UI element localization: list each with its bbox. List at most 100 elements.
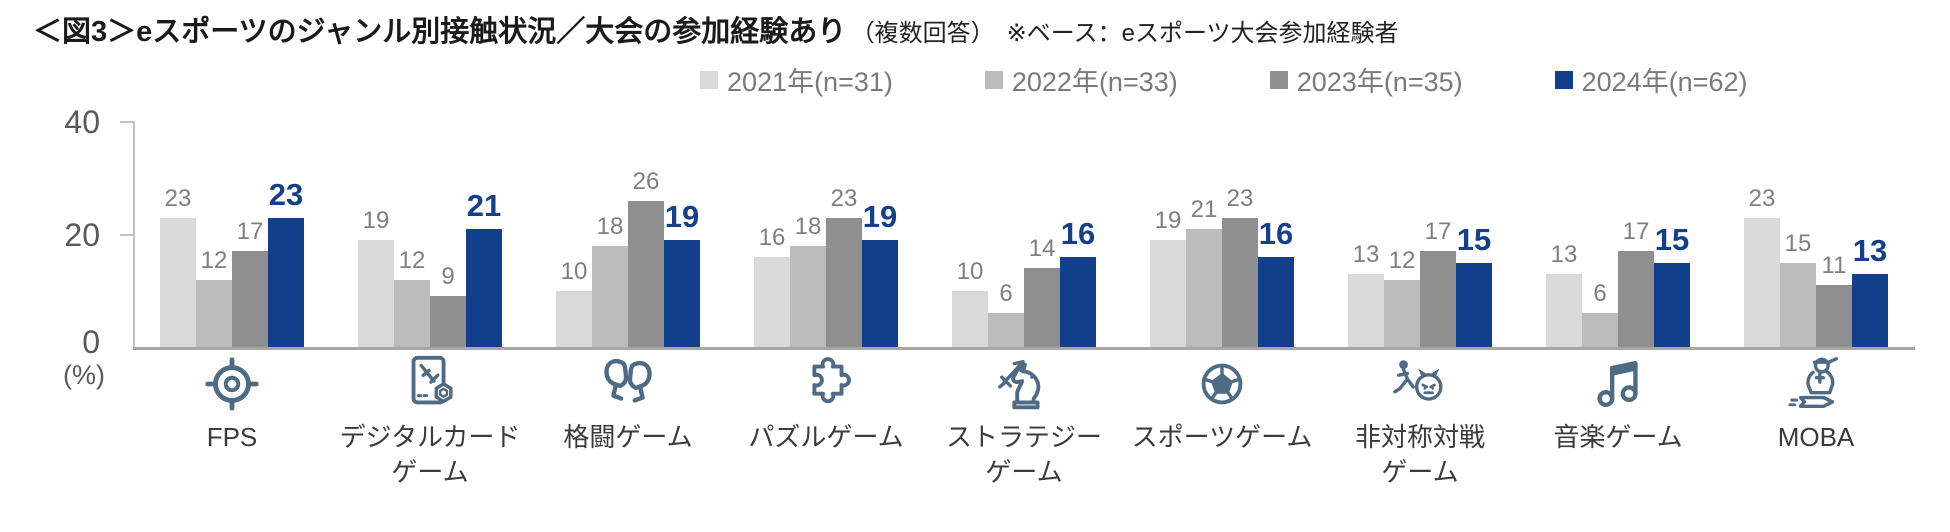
bar-2021-FPS	[160, 217, 196, 347]
bar-slot: 12	[1384, 115, 1420, 347]
soccer-ball-icon	[1150, 352, 1294, 416]
bar-2021-非対称対戦ゲーム	[1348, 273, 1384, 347]
bar-slot: 16	[754, 115, 790, 347]
category-label-2: デジタルカード ゲーム	[340, 420, 521, 490]
x-axis-line	[133, 347, 1915, 350]
chess-knight-sword-icon	[952, 352, 1096, 416]
bar-2021-デジタルカードゲーム	[358, 240, 394, 347]
crosshair-icon	[160, 352, 304, 416]
bar-slot: 15	[1780, 115, 1816, 347]
chart-title-note: （複数回答） ※ベース：eスポーツ大会参加経験者	[850, 20, 1399, 47]
category-labels-row: FPS デジタルカード ゲーム 格闘ゲーム パズルゲーム ストラテジー ゲーム スポーツゲーム…	[160, 420, 1888, 490]
bar-slot: 11	[1816, 115, 1852, 347]
plot-area: 23 12 17 23 19 12 9 21 10 18 26 19 16 18 23 19 10 6 14 16 19…	[160, 115, 1888, 347]
bar-slot: 12	[196, 115, 232, 347]
bar-value-label-2024: 13	[1852, 232, 1888, 268]
bar-value-label-2024: 15	[1654, 221, 1690, 257]
category-label-line: パズルゲーム	[748, 422, 904, 452]
soldier-rocket-icon	[1744, 352, 1888, 416]
bar-slot: 23	[1222, 115, 1258, 347]
bar-value-label-2021: 10	[560, 257, 588, 285]
bar-2024-FPS	[268, 217, 304, 347]
bar-value-label-2021: 19	[362, 207, 390, 235]
bar-value-label-2023: 23	[1226, 184, 1254, 212]
bar-2023-MOBA	[1816, 285, 1852, 347]
legend-item-2024: 2024年(n=62)	[1554, 60, 1748, 99]
bar-2023-FPS	[232, 251, 268, 347]
category-label-line: 格闘ゲーム	[563, 422, 693, 452]
bar-slot: 13	[1348, 115, 1384, 347]
bar-slot: 19	[664, 115, 700, 347]
bar-value-label-2023: 26	[632, 167, 660, 195]
bar-value-label-2024: 19	[862, 199, 898, 235]
legend-label: 2024年(n=62)	[1581, 67, 1748, 97]
bar-value-label-2022: 6	[999, 280, 1013, 308]
bar-value-label-2023: 17	[236, 218, 264, 246]
category-label-5: ストラテジー ゲーム	[946, 420, 1102, 490]
bar-slot: 23	[160, 115, 196, 347]
category-label-line: FPS	[206, 422, 258, 452]
bar-value-label-2021: 23	[164, 184, 192, 212]
category-label-line: 音楽ゲーム	[1553, 422, 1683, 452]
bar-slot: 18	[592, 115, 628, 347]
bar-2023-音楽ゲーム	[1618, 251, 1654, 347]
chart-title: ＜図3＞eスポーツのジャンル別接触状況／大会の参加経験あり （複数回答） ※ベー…	[33, 8, 1398, 50]
legend-label: 2022年(n=33)	[1011, 67, 1178, 97]
bar-slot: 6	[988, 115, 1024, 347]
category-label-line: スポーツゲーム	[1131, 422, 1313, 452]
bar-2024-デジタルカードゲーム	[466, 228, 502, 347]
bar-slot: 26	[628, 115, 664, 347]
digital-card-icon	[358, 352, 502, 416]
bar-value-label-2021: 10	[956, 257, 984, 285]
bar-2021-MOBA	[1744, 217, 1780, 347]
category-group-7: 13 12 17 15	[1348, 115, 1492, 347]
legend: 2021年(n=31) 2022年(n=33) 2023年(n=35) 2024年(n…	[700, 60, 1748, 99]
bar-value-label-2022: 12	[1388, 246, 1416, 274]
bar-2022-音楽ゲーム	[1582, 313, 1618, 347]
category-label-7: 非対称対戦 ゲーム	[1348, 420, 1492, 490]
bar-value-label-2022: 6	[1593, 280, 1607, 308]
bar-value-label-2023: 23	[830, 184, 858, 212]
oni-chase-icon	[1348, 352, 1492, 416]
category-label-line: ストラテジー	[946, 422, 1103, 452]
bar-value-label-2024: 16	[1060, 216, 1096, 251]
bar-2021-ストラテジーゲーム	[952, 290, 988, 347]
bar-slot: 19	[358, 115, 394, 347]
bar-slot: 10	[952, 115, 988, 347]
bar-2023-ストラテジーゲーム	[1024, 268, 1060, 347]
bar-slot: 12	[394, 115, 430, 347]
bar-slot: 15	[1456, 115, 1492, 347]
y-tick-label-20: 20	[64, 217, 100, 253]
bar-value-label-2024: 16	[1258, 216, 1294, 251]
bar-value-label-2024: 19	[664, 199, 700, 235]
y-tick-mark-20	[120, 234, 133, 236]
bar-slot: 21	[1186, 115, 1222, 347]
bar-slot: 16	[1258, 115, 1294, 347]
bar-value-label-2023: 11	[1821, 252, 1847, 280]
bar-2024-ストラテジーゲーム	[1060, 257, 1096, 347]
category-group-9: 23 15 11 13	[1744, 115, 1888, 347]
puzzle-piece-icon	[754, 352, 898, 416]
category-group-2: 19 12 9 21	[358, 115, 502, 347]
bar-value-label-2022: 18	[596, 212, 624, 240]
legend-item-2022: 2022年(n=33)	[984, 60, 1178, 99]
bar-2023-格闘ゲーム	[628, 200, 664, 347]
bar-2022-MOBA	[1780, 262, 1816, 347]
legend-swatch-2023	[1269, 70, 1288, 89]
bar-slot: 14	[1024, 115, 1060, 347]
bar-2021-スポーツゲーム	[1150, 240, 1186, 347]
bar-value-label-2021: 13	[1550, 240, 1578, 268]
category-label-3: 格闘ゲーム	[556, 420, 700, 490]
bar-slot: 13	[1852, 115, 1888, 347]
bar-slot: 15	[1654, 115, 1690, 347]
legend-item-2021: 2021年(n=31)	[700, 60, 893, 99]
bar-2024-格闘ゲーム	[664, 240, 700, 347]
category-label-line: ゲーム	[985, 457, 1063, 487]
bar-value-label-2023: 17	[1424, 218, 1452, 246]
bar-value-label-2022: 12	[200, 246, 228, 274]
category-group-5: 10 6 14 16	[952, 115, 1096, 347]
bar-slot: 9	[430, 115, 466, 347]
bar-slot: 21	[466, 115, 502, 347]
bar-value-label-2023: 14	[1028, 235, 1056, 263]
